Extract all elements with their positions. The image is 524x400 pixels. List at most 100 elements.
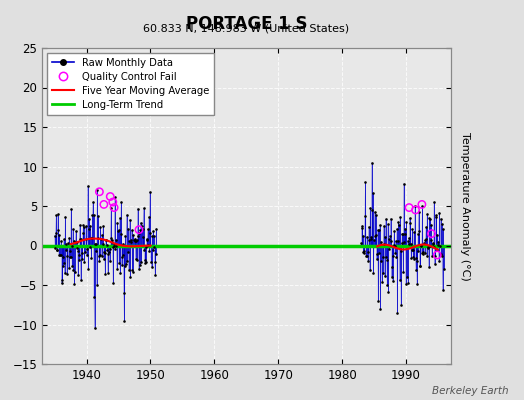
Point (95, 258, 104, 265)
Point (50, 232, 59, 239)
Point (114, 228, 122, 234)
Point (78, 256, 86, 262)
Point (417, 242, 425, 248)
Point (101, 271, 110, 278)
Point (146, 230, 155, 236)
Point (376, 305, 385, 312)
Point (379, 254, 387, 260)
Point (363, 253, 371, 259)
Point (400, 239, 409, 246)
Point (135, 266, 143, 272)
Point (143, 236, 151, 242)
Point (57, 252, 65, 258)
Point (88, 235, 96, 242)
Point (129, 232, 138, 238)
Point (439, 286, 447, 293)
Point (389, 242, 398, 248)
Point (419, 249, 427, 255)
Point (139, 205, 148, 211)
Point (60, 260, 69, 267)
Point (80, 259, 89, 265)
Point (137, 258, 146, 265)
Point (58, 276, 67, 283)
Point (378, 270, 387, 276)
Point (100, 249, 108, 255)
Point (433, 252, 441, 258)
Point (130, 237, 139, 244)
Point (51, 230, 60, 236)
Point (391, 238, 400, 244)
Point (140, 257, 149, 264)
Point (397, 248, 405, 254)
Point (414, 231, 422, 237)
Point (150, 244, 158, 250)
Point (101, 250, 109, 256)
Point (110, 241, 118, 248)
Point (392, 254, 400, 260)
Point (387, 274, 396, 280)
Point (134, 206, 142, 212)
Point (71, 268, 79, 275)
Point (145, 214, 153, 220)
Point (375, 249, 384, 256)
Point (404, 280, 412, 286)
Point (369, 270, 378, 276)
Point (428, 253, 436, 259)
Point (357, 240, 365, 246)
Point (88, 212, 96, 218)
Point (122, 212, 130, 218)
Point (57, 238, 66, 244)
Point (83, 246, 91, 252)
Point (144, 242, 152, 248)
Point (132, 238, 140, 244)
Point (108, 244, 117, 250)
Point (58, 280, 66, 286)
Point (362, 179, 370, 186)
Point (392, 226, 401, 232)
Point (432, 214, 441, 220)
Point (411, 255, 420, 262)
Point (128, 267, 137, 273)
Point (69, 226, 77, 232)
Point (373, 256, 381, 262)
Point (397, 302, 406, 309)
Point (56, 252, 64, 258)
Point (96, 224, 105, 231)
Point (83, 183, 92, 190)
Point (149, 233, 158, 239)
Point (421, 237, 429, 243)
Point (401, 226, 410, 232)
Point (438, 252, 446, 259)
Point (56, 232, 64, 238)
Point (63, 253, 72, 260)
Point (385, 236, 394, 242)
Point (77, 236, 85, 242)
Point (133, 256, 141, 263)
Point (374, 227, 382, 233)
Point (62, 247, 70, 253)
Point (390, 250, 399, 256)
Point (400, 180, 408, 187)
Point (66, 248, 74, 254)
Point (102, 237, 111, 244)
Legend: Raw Monthly Data, Quality Control Fail, Five Year Moving Average, Long-Term Tren: Raw Monthly Data, Quality Control Fail, … (47, 53, 214, 115)
Point (81, 236, 90, 242)
Point (417, 243, 425, 250)
Point (113, 220, 122, 226)
Point (143, 237, 151, 243)
Point (124, 226, 133, 233)
Point (423, 211, 431, 217)
Point (384, 221, 392, 228)
Point (436, 243, 444, 249)
Point (110, 204, 118, 211)
Point (59, 254, 67, 260)
Point (386, 215, 395, 222)
Point (129, 268, 137, 275)
Point (360, 250, 368, 256)
Point (427, 230, 435, 237)
Point (80, 224, 88, 230)
Point (436, 215, 445, 222)
Point (92, 240, 101, 247)
Point (367, 234, 375, 240)
Point (149, 228, 157, 234)
